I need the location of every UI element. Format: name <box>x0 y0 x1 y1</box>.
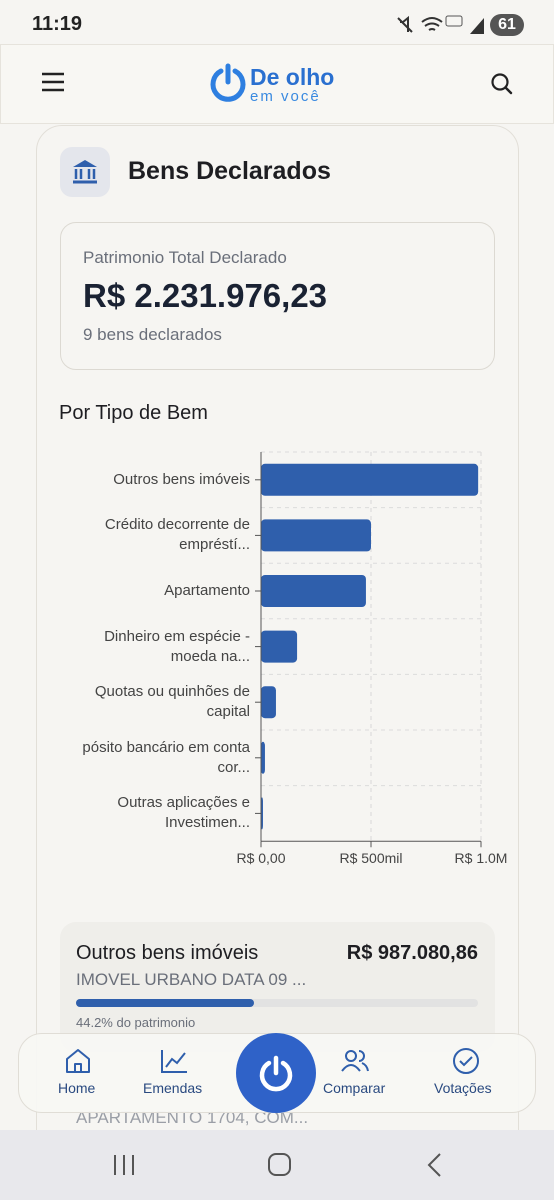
center-button[interactable] <box>234 1031 318 1115</box>
card-icon <box>60 147 110 197</box>
logo-subtitle: em você <box>250 88 321 105</box>
asset-description: IMOVEL URBANO DATA 09 ... <box>76 970 307 989</box>
nav-label[interactable]: Home <box>58 1080 96 1096</box>
status-time: 11:19 <box>32 13 83 35</box>
card-title: Bens Declarados <box>128 157 331 185</box>
app-header <box>0 44 554 124</box>
y-tick-label: Crédito decorrente de empréstí... <box>104 516 250 554</box>
system-nav <box>0 1130 554 1200</box>
nav-label[interactable]: Comparar <box>323 1080 386 1096</box>
y-tick-label: Outras aplicações e Investimen... <box>117 794 250 832</box>
y-tick-label: Dinheiro em espécie - moeda na... <box>104 627 250 665</box>
x-tick-label: R$ 500mil <box>339 850 402 866</box>
home-icon[interactable] <box>64 1047 92 1075</box>
status-icons <box>397 15 484 34</box>
system-buttons <box>114 1153 441 1177</box>
bar <box>261 630 298 663</box>
logo-icon <box>210 63 246 102</box>
emendas-icon[interactable] <box>159 1047 189 1075</box>
bar <box>261 575 366 607</box>
comparar-icon[interactable] <box>340 1047 370 1075</box>
search-button[interactable] <box>490 72 514 96</box>
share-bar <box>76 999 254 1007</box>
asset-share: 44.2% do patrimonio <box>76 1015 196 1030</box>
chart-title: Por Tipo de Bem <box>59 402 208 424</box>
asset-name: Outros bens imóveis <box>76 942 259 964</box>
nav-label[interactable]: Votações <box>434 1080 492 1096</box>
bank-icon <box>73 160 97 184</box>
bar-chart: R$ 0,00 R$ 500mil R$ 1.0M <box>236 451 508 866</box>
x-tick-label: R$ 0,00 <box>236 850 285 866</box>
summary-total: R$ 2.231.976,23 <box>83 277 328 314</box>
summary-box <box>60 222 495 370</box>
nav-label[interactable]: Emendas <box>143 1080 203 1096</box>
y-tick-label: Quotas ou quinhões de capital <box>94 683 250 721</box>
y-tick-label: pósito bancário em conta cor... <box>82 738 250 776</box>
bar <box>261 741 265 774</box>
x-tick-label: R$ 1.0M <box>455 850 508 866</box>
logo-title: De olho <box>250 64 335 90</box>
battery: 61 <box>490 14 524 36</box>
asset-item <box>60 922 495 1052</box>
share-track <box>76 999 478 1007</box>
summary-label: Patrimonio Total Declarado <box>83 248 287 267</box>
y-tick-label: Apartamento <box>164 581 250 599</box>
bar <box>261 519 371 552</box>
bar <box>261 463 479 496</box>
asset-amount: R$ 987.080,86 <box>346 942 478 964</box>
menu-button[interactable] <box>40 70 66 94</box>
bar <box>261 686 276 719</box>
y-tick-label: Outros bens imóveis <box>113 470 250 488</box>
votacoes-icon[interactable] <box>451 1046 481 1076</box>
summary-count: 9 bens declarados <box>83 325 222 344</box>
